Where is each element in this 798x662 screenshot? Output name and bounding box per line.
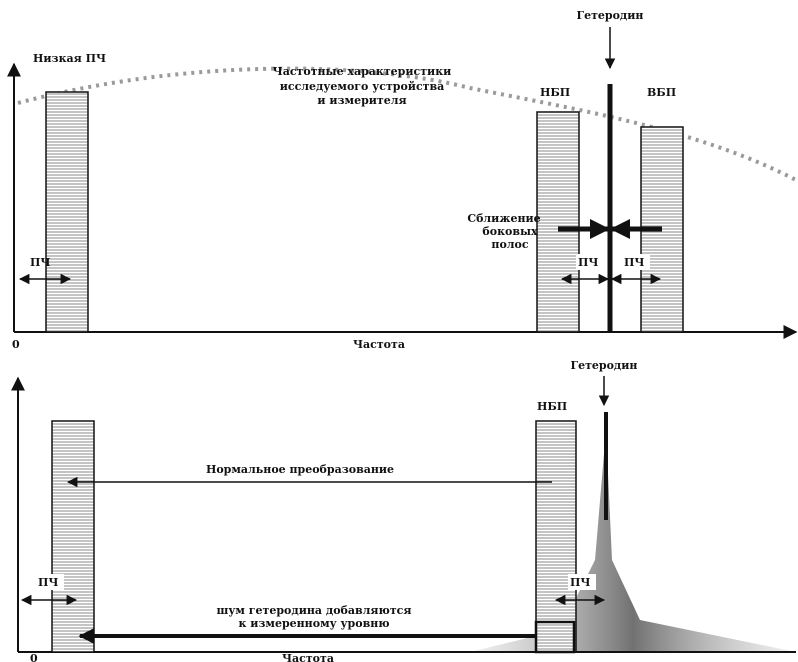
top-if-label-bg-lsb [576,254,604,270]
bottom-if-label-bg-lsb [568,574,596,590]
normal-conversion-label: Нормальное преобразование [206,463,394,476]
bottom-if-bar [51,420,95,653]
top-lsb-label: НБП [540,86,570,99]
convergence-label-line-1: Сближение [467,212,540,225]
low-if-bar [45,91,89,333]
bottom-x-axis-label: Частота [282,652,334,662]
top-if-label-usb: ПЧ [624,256,644,269]
bottom-panel: 0 Частота ПЧ НБП Гетеродин Нормальное пр… [11,359,796,662]
noise-label-line-1: шум гетеродина добавляются [217,604,412,617]
bottom-lsb-bar [535,420,577,653]
curve-label-line-1: Частотные характеристики [273,65,452,78]
lo-noise-skirt [470,430,796,652]
top-zero-label: 0 [12,338,20,351]
bottom-lsb-label: НБП [537,400,567,413]
convergence-label-line-3: полос [491,238,528,251]
curve-label-line-3: и измерителя [317,94,406,107]
low-if-label: Низкая ПЧ [33,52,106,65]
top-usb-label: ВБП [647,86,676,99]
frequency-response-curve [17,66,797,182]
bottom-if-label-left: ПЧ [38,576,58,589]
top-if-label-left: ПЧ [30,256,50,269]
top-x-axis-label: Частота [353,338,405,351]
noise-label-line-2: к измеренному уровню [238,617,389,630]
curve-label-line-2: исследуемого устройства [280,80,445,93]
convergence-label-line-2: боковых [482,225,538,238]
bottom-if-label-bg-left [36,574,64,590]
top-lsb-bar [536,111,580,333]
top-panel: 0 Частота Частотные характеристики иссле… [6,9,798,351]
bottom-zero-label: 0 [30,652,38,662]
top-lo-label: Гетеродин [577,9,644,22]
top-if-label-lsb: ПЧ [578,256,598,269]
bottom-if-label-lsb: ПЧ [570,576,590,589]
bottom-lo-label: Гетеродин [571,359,638,372]
top-if-label-bg-usb [622,254,650,270]
